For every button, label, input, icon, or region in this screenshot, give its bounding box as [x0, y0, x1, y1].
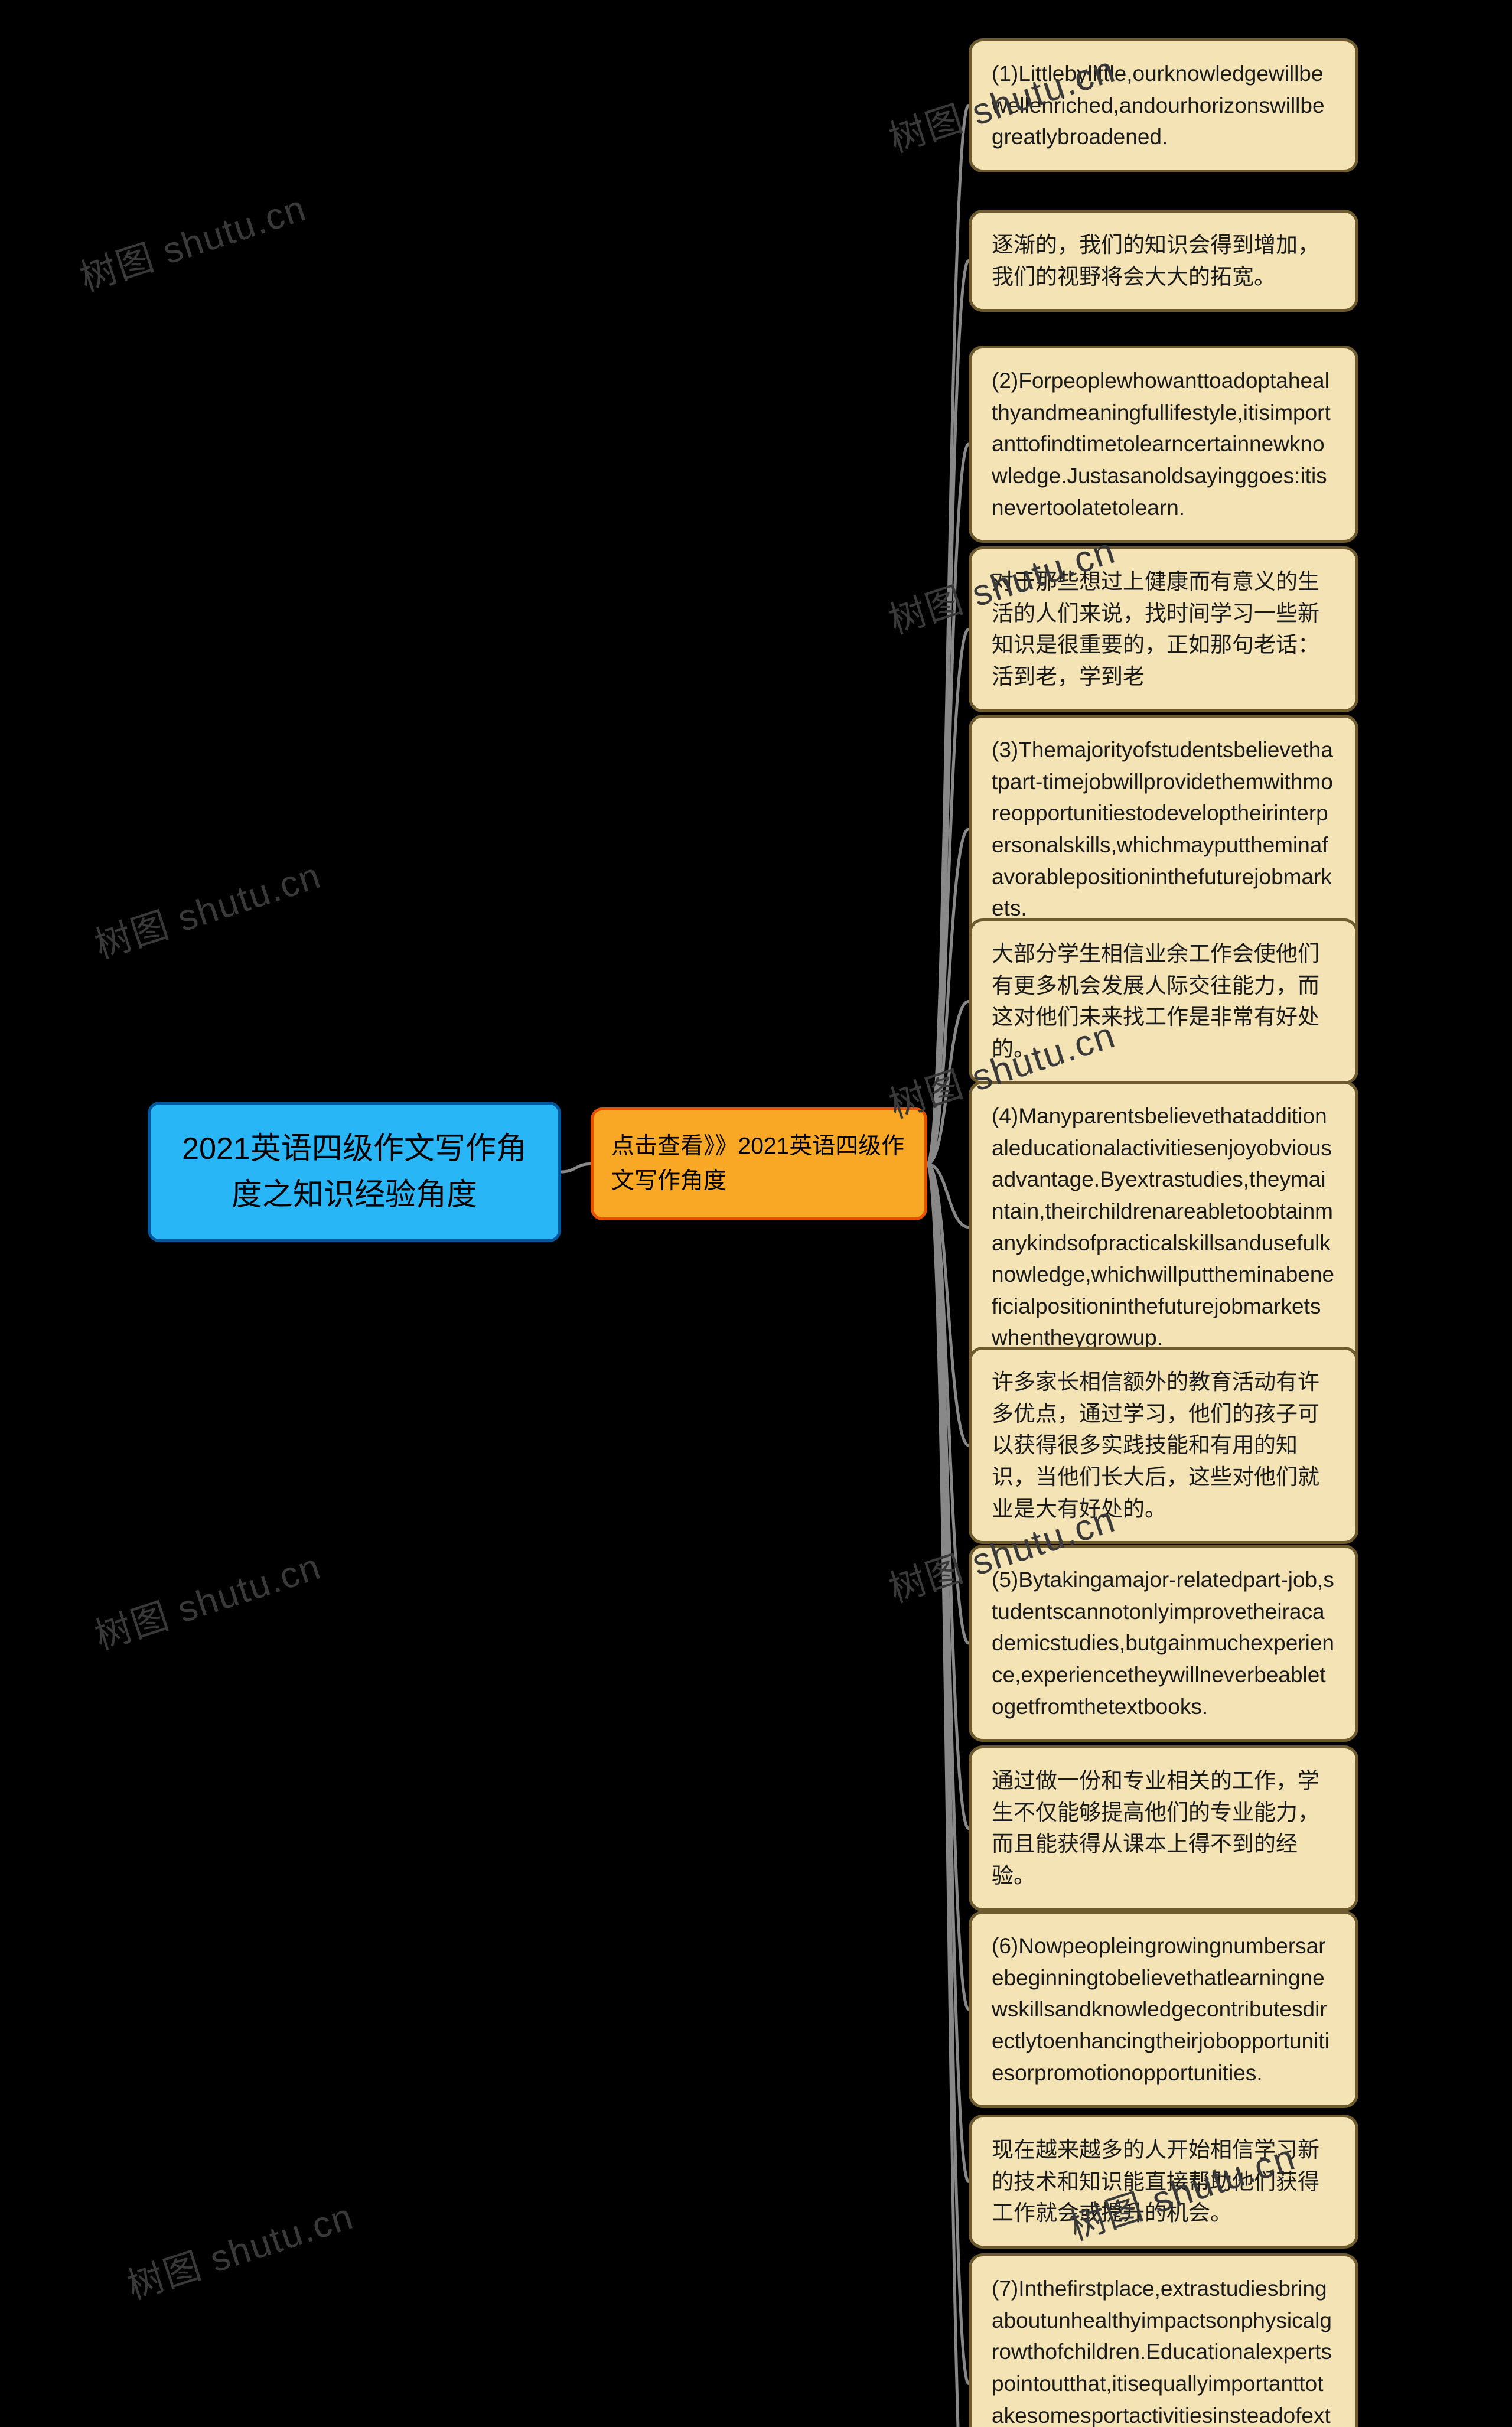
- leaf-label-1: 逐渐的，我们的知识会得到增加，我们的视野将会大大的拓宽。: [992, 233, 1319, 289]
- mid-node[interactable]: 点击查看》》2021英语四级作文写作角度: [591, 1107, 927, 1220]
- leaf-label-3: 对于那些想过上健康而有意义的生活的人们来说，找时间学习一些新知识是很重要的，正如…: [992, 569, 1319, 689]
- mid-label: 点击查看》》2021英语四级作文写作角度: [611, 1133, 904, 1194]
- leaf-node-11[interactable]: 现在越来越多的人开始相信学习新的技术和知识能直接帮助他们获得工作就会或提升的机会…: [969, 2115, 1358, 2249]
- watermark-3: 树图 shutu.cn: [87, 846, 327, 969]
- leaf-label-7: 许多家长相信额外的教育活动有许多优点，通过学习，他们的孩子可以获得很多实践技能和…: [992, 1370, 1319, 1521]
- leaf-label-2: (2)Forpeoplewhowanttoadoptahealthyandmea…: [992, 369, 1331, 520]
- leaf-label-12: (7)Inthefirstplace,extrastudiesbringabou…: [992, 2276, 1332, 2427]
- leaf-label-10: (6)Nowpeopleingrowingnumbersarebeginning…: [992, 1934, 1329, 2085]
- mindmap-canvas: 2021英语四级作文写作角度之知识经验角度 点击查看》》2021英语四级作文写作…: [0, 0, 1512, 2427]
- leaf-node-2[interactable]: (2)Forpeoplewhowanttoadoptahealthyandmea…: [969, 346, 1358, 543]
- root-label: 2021英语四级作文写作角度之知识经验角度: [182, 1132, 527, 1212]
- leaf-node-4[interactable]: (3)Themajorityofstudentsbelievethatpart-…: [969, 715, 1358, 944]
- leaf-node-9[interactable]: 通过做一份和专业相关的工作，学生不仅能够提高他们的专业能力，而且能获得从课本上得…: [969, 1745, 1358, 1911]
- leaf-label-9: 通过做一份和专业相关的工作，学生不仅能够提高他们的专业能力，而且能获得从课本上得…: [992, 1768, 1319, 1888]
- leaf-node-7[interactable]: 许多家长相信额外的教育活动有许多优点，通过学习，他们的孩子可以获得很多实践技能和…: [969, 1347, 1358, 1544]
- leaf-node-10[interactable]: (6)Nowpeopleingrowingnumbersarebeginning…: [969, 1911, 1358, 2108]
- leaf-node-3[interactable]: 对于那些想过上健康而有意义的生活的人们来说，找时间学习一些新知识是很重要的，正如…: [969, 546, 1358, 712]
- leaf-label-11: 现在越来越多的人开始相信学习新的技术和知识能直接帮助他们获得工作就会或提升的机会…: [992, 2138, 1319, 2225]
- leaf-label-6: (4)Manyparentsbelievethatadditionaleduca…: [992, 1104, 1334, 1350]
- leaf-node-12[interactable]: (7)Inthefirstplace,extrastudiesbringabou…: [969, 2253, 1358, 2427]
- leaf-node-8[interactable]: (5)Bytakingamajor-relatedpart-job,studen…: [969, 1545, 1358, 1742]
- leaf-label-8: (5)Bytakingamajor-relatedpart-job,studen…: [992, 1568, 1334, 1719]
- leaf-node-6[interactable]: (4)Manyparentsbelievethatadditionaleduca…: [969, 1081, 1358, 1373]
- leaf-node-1[interactable]: 逐渐的，我们的知识会得到增加，我们的视野将会大大的拓宽。: [969, 210, 1358, 312]
- watermark-7: 树图 shutu.cn: [119, 2187, 359, 2309]
- leaf-node-5[interactable]: 大部分学生相信业余工作会使他们有更多机会发展人际交往能力，而这对他们未来找工作是…: [969, 918, 1358, 1084]
- leaf-label-4: (3)Themajorityofstudentsbelievethatpart-…: [992, 738, 1333, 920]
- watermark-0: 树图 shutu.cn: [72, 178, 312, 301]
- leaf-node-0[interactable]: (1)Littlebylittle,ourknowledgewillbewell…: [969, 38, 1358, 172]
- root-node[interactable]: 2021英语四级作文写作角度之知识经验角度: [148, 1102, 561, 1242]
- leaf-label-5: 大部分学生相信业余工作会使他们有更多机会发展人际交往能力，而这对他们未来找工作是…: [992, 942, 1319, 1061]
- watermark-5: 树图 shutu.cn: [87, 1537, 327, 1660]
- leaf-label-0: (1)Littlebylittle,ourknowledgewillbewell…: [992, 61, 1325, 149]
